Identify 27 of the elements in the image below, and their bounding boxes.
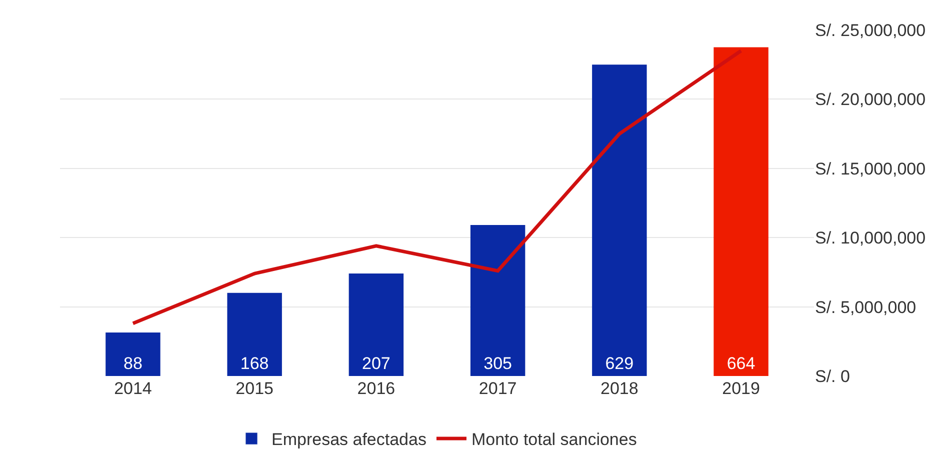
- data-label: 207: [362, 354, 390, 373]
- y2-tick-label: S/. 15,000,000: [815, 159, 926, 178]
- data-label: 305: [484, 354, 512, 373]
- data-label: 664: [726, 354, 756, 373]
- y2-tick-label: S/. 0: [815, 366, 850, 386]
- x-tick-label: 2018: [600, 379, 638, 398]
- x-tick-label: 2014: [114, 379, 152, 398]
- data-label: 88: [124, 354, 142, 373]
- bar: [592, 64, 647, 376]
- bar: [227, 292, 282, 376]
- bar: [106, 332, 160, 376]
- legend-label: Monto total sanciones: [471, 430, 637, 450]
- x-tick-label: 2016: [357, 379, 396, 398]
- x-tick-label: 2019: [722, 379, 760, 398]
- legend-label: Empresas afectadas: [272, 430, 426, 450]
- y2-tick-label: S/. 20,000,000: [815, 90, 926, 110]
- x-tick-label: 2015: [236, 379, 274, 398]
- line-series: [131, 49, 743, 326]
- y2-tick-label: S/. 10,000,000: [815, 228, 926, 248]
- bar: [348, 274, 404, 376]
- bar: [470, 225, 526, 376]
- data-label: 168: [240, 354, 269, 373]
- y2-tick-label: S/. 25,000,000: [815, 20, 926, 40]
- x-tick-label: 2017: [478, 379, 517, 398]
- data-label: 629: [605, 354, 634, 373]
- bar: [714, 47, 768, 376]
- y2-tick-label: S/. 5,000,000: [815, 298, 916, 317]
